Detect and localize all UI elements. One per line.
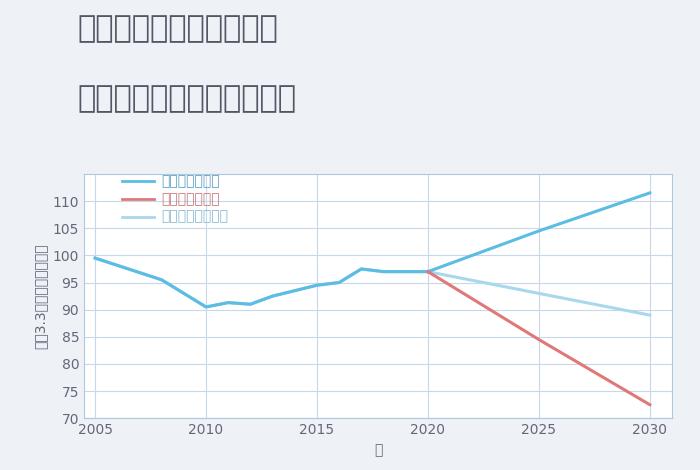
Text: 中古マンションの価格推移: 中古マンションの価格推移	[77, 85, 296, 114]
X-axis label: 年: 年	[374, 443, 382, 457]
Text: グッドシナリオ: グッドシナリオ	[161, 174, 220, 188]
Y-axis label: 坪（3.3㎡）単価（万円）: 坪（3.3㎡）単価（万円）	[33, 243, 47, 349]
Text: 三重県伊賀市平野東町の: 三重県伊賀市平野東町の	[77, 14, 278, 43]
Text: バッドシナリオ: バッドシナリオ	[161, 192, 220, 206]
Text: ノーマルシナリオ: ノーマルシナリオ	[161, 210, 228, 224]
